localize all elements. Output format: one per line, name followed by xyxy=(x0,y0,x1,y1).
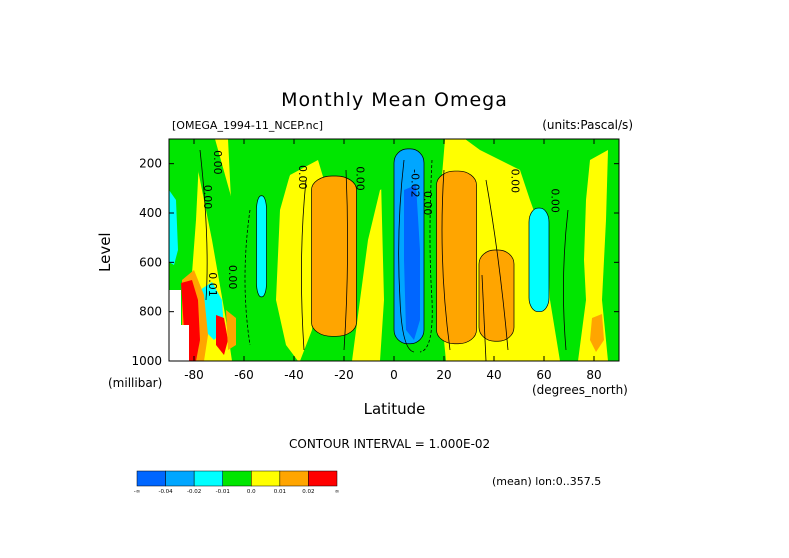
contour-interval-label: CONTOUR INTERVAL = 1.000E-02 xyxy=(289,437,491,451)
contour-label: 0.01 xyxy=(206,272,219,297)
legend-label: -0.01 xyxy=(216,489,230,495)
contour-labels: 0.000.000.010.00 0.00 -0.020.000.000.000.0… xyxy=(201,150,562,297)
polar-features xyxy=(169,185,619,361)
x-tick-label: 60 xyxy=(536,368,551,382)
contour-label: 0.00 xyxy=(296,165,309,190)
contour-line xyxy=(244,209,251,346)
x-axis-label: Latitude xyxy=(363,400,426,418)
region-band-minus50 xyxy=(256,195,267,298)
legend-label: 0.02 xyxy=(302,489,314,495)
x-tick-label: 0 xyxy=(390,368,398,382)
chart-title: Monthly Mean Omega xyxy=(281,89,508,111)
field-green-nh-pole xyxy=(608,322,619,361)
legend-swatch xyxy=(222,470,252,487)
contour-label: 0.00 xyxy=(354,166,367,191)
x-tick-label: -80 xyxy=(184,368,204,382)
field-cyan-itcz-core xyxy=(404,185,420,340)
contour-lines xyxy=(199,149,569,362)
legend-swatch xyxy=(136,470,166,487)
field-green-nh-high xyxy=(598,139,619,361)
contour-line xyxy=(398,159,415,353)
y-units-label: (millibar) xyxy=(108,376,163,390)
region-band-60 xyxy=(528,207,550,313)
x-tick-label: -20 xyxy=(334,368,354,382)
contour-line xyxy=(343,169,348,351)
contour-label: 0.00 xyxy=(226,265,239,290)
legend-swatch xyxy=(251,470,281,487)
y-tick-label: 1000 xyxy=(131,354,162,368)
contour-line xyxy=(301,179,307,351)
legend-swatch xyxy=(165,470,195,487)
units-label: (units:Pascal/s) xyxy=(542,118,633,132)
contour-line xyxy=(563,209,569,351)
x-tick-label: 80 xyxy=(586,368,601,382)
contour-line xyxy=(485,179,509,351)
field-cyan-left-edge xyxy=(169,190,178,265)
region-band-minus25 xyxy=(311,175,357,337)
field-white-missing xyxy=(169,290,181,361)
region-band-25 xyxy=(436,170,477,345)
contour-line xyxy=(481,274,487,362)
legend-label: 0.0 xyxy=(247,489,256,495)
x-tick-label: -60 xyxy=(234,368,254,382)
contour-label: 0.00 xyxy=(211,150,224,175)
contour-line xyxy=(199,149,208,301)
legend-label: -0.04 xyxy=(158,489,173,495)
legend-swatch xyxy=(308,470,338,487)
y-axis-label: Level xyxy=(96,232,114,272)
x-ticks: -80 -60 -40 -20 0 20 40 60 80 xyxy=(184,139,602,382)
field-green-nh xyxy=(465,139,619,361)
legend-colorbar: -∞ -0.04 -0.02 -0.01 0.0 0.01 0.02 ∞ xyxy=(134,470,340,495)
field-orange-antarctic-2 xyxy=(226,310,236,350)
field-orange-nh-pole xyxy=(590,314,604,352)
legend-swatch xyxy=(279,470,309,487)
field-white-missing-2 xyxy=(181,325,189,361)
field-green-left xyxy=(169,139,248,361)
contour-line xyxy=(441,169,451,351)
contour-label: -0.02 xyxy=(409,169,422,197)
legend-label: ∞ xyxy=(335,489,340,495)
y-tick-label: 200 xyxy=(139,157,162,171)
source-label: [OMEGA_1994-11_NCEP.nc] xyxy=(172,119,323,132)
y-tick-label: 600 xyxy=(139,255,162,269)
x-units-label: (degrees_north) xyxy=(532,383,628,397)
contour-label: 0.00 xyxy=(509,169,522,194)
field-red-antarctic-2 xyxy=(216,315,228,355)
legend-swatch xyxy=(193,470,223,487)
contour-label: 0.00 xyxy=(549,188,562,213)
legend-label: 0.01 xyxy=(274,489,286,495)
x-tick-label: 40 xyxy=(486,368,501,382)
x-tick-label: 20 xyxy=(436,368,451,382)
mean-label: (mean) lon:0..357.5 xyxy=(492,475,602,488)
contour-label: 0.00 xyxy=(421,191,434,216)
legend-label: -∞ xyxy=(134,489,141,495)
x-tick-label: -40 xyxy=(284,368,304,382)
legend-label: -0.02 xyxy=(187,489,201,495)
y-ticks: 200 400 600 800 1000 xyxy=(131,157,619,368)
field-yellow-nh-high xyxy=(584,150,608,340)
contour-label: 0.00 xyxy=(201,185,214,210)
y-tick-label: 400 xyxy=(139,206,162,220)
y-tick-label: 800 xyxy=(139,305,162,319)
